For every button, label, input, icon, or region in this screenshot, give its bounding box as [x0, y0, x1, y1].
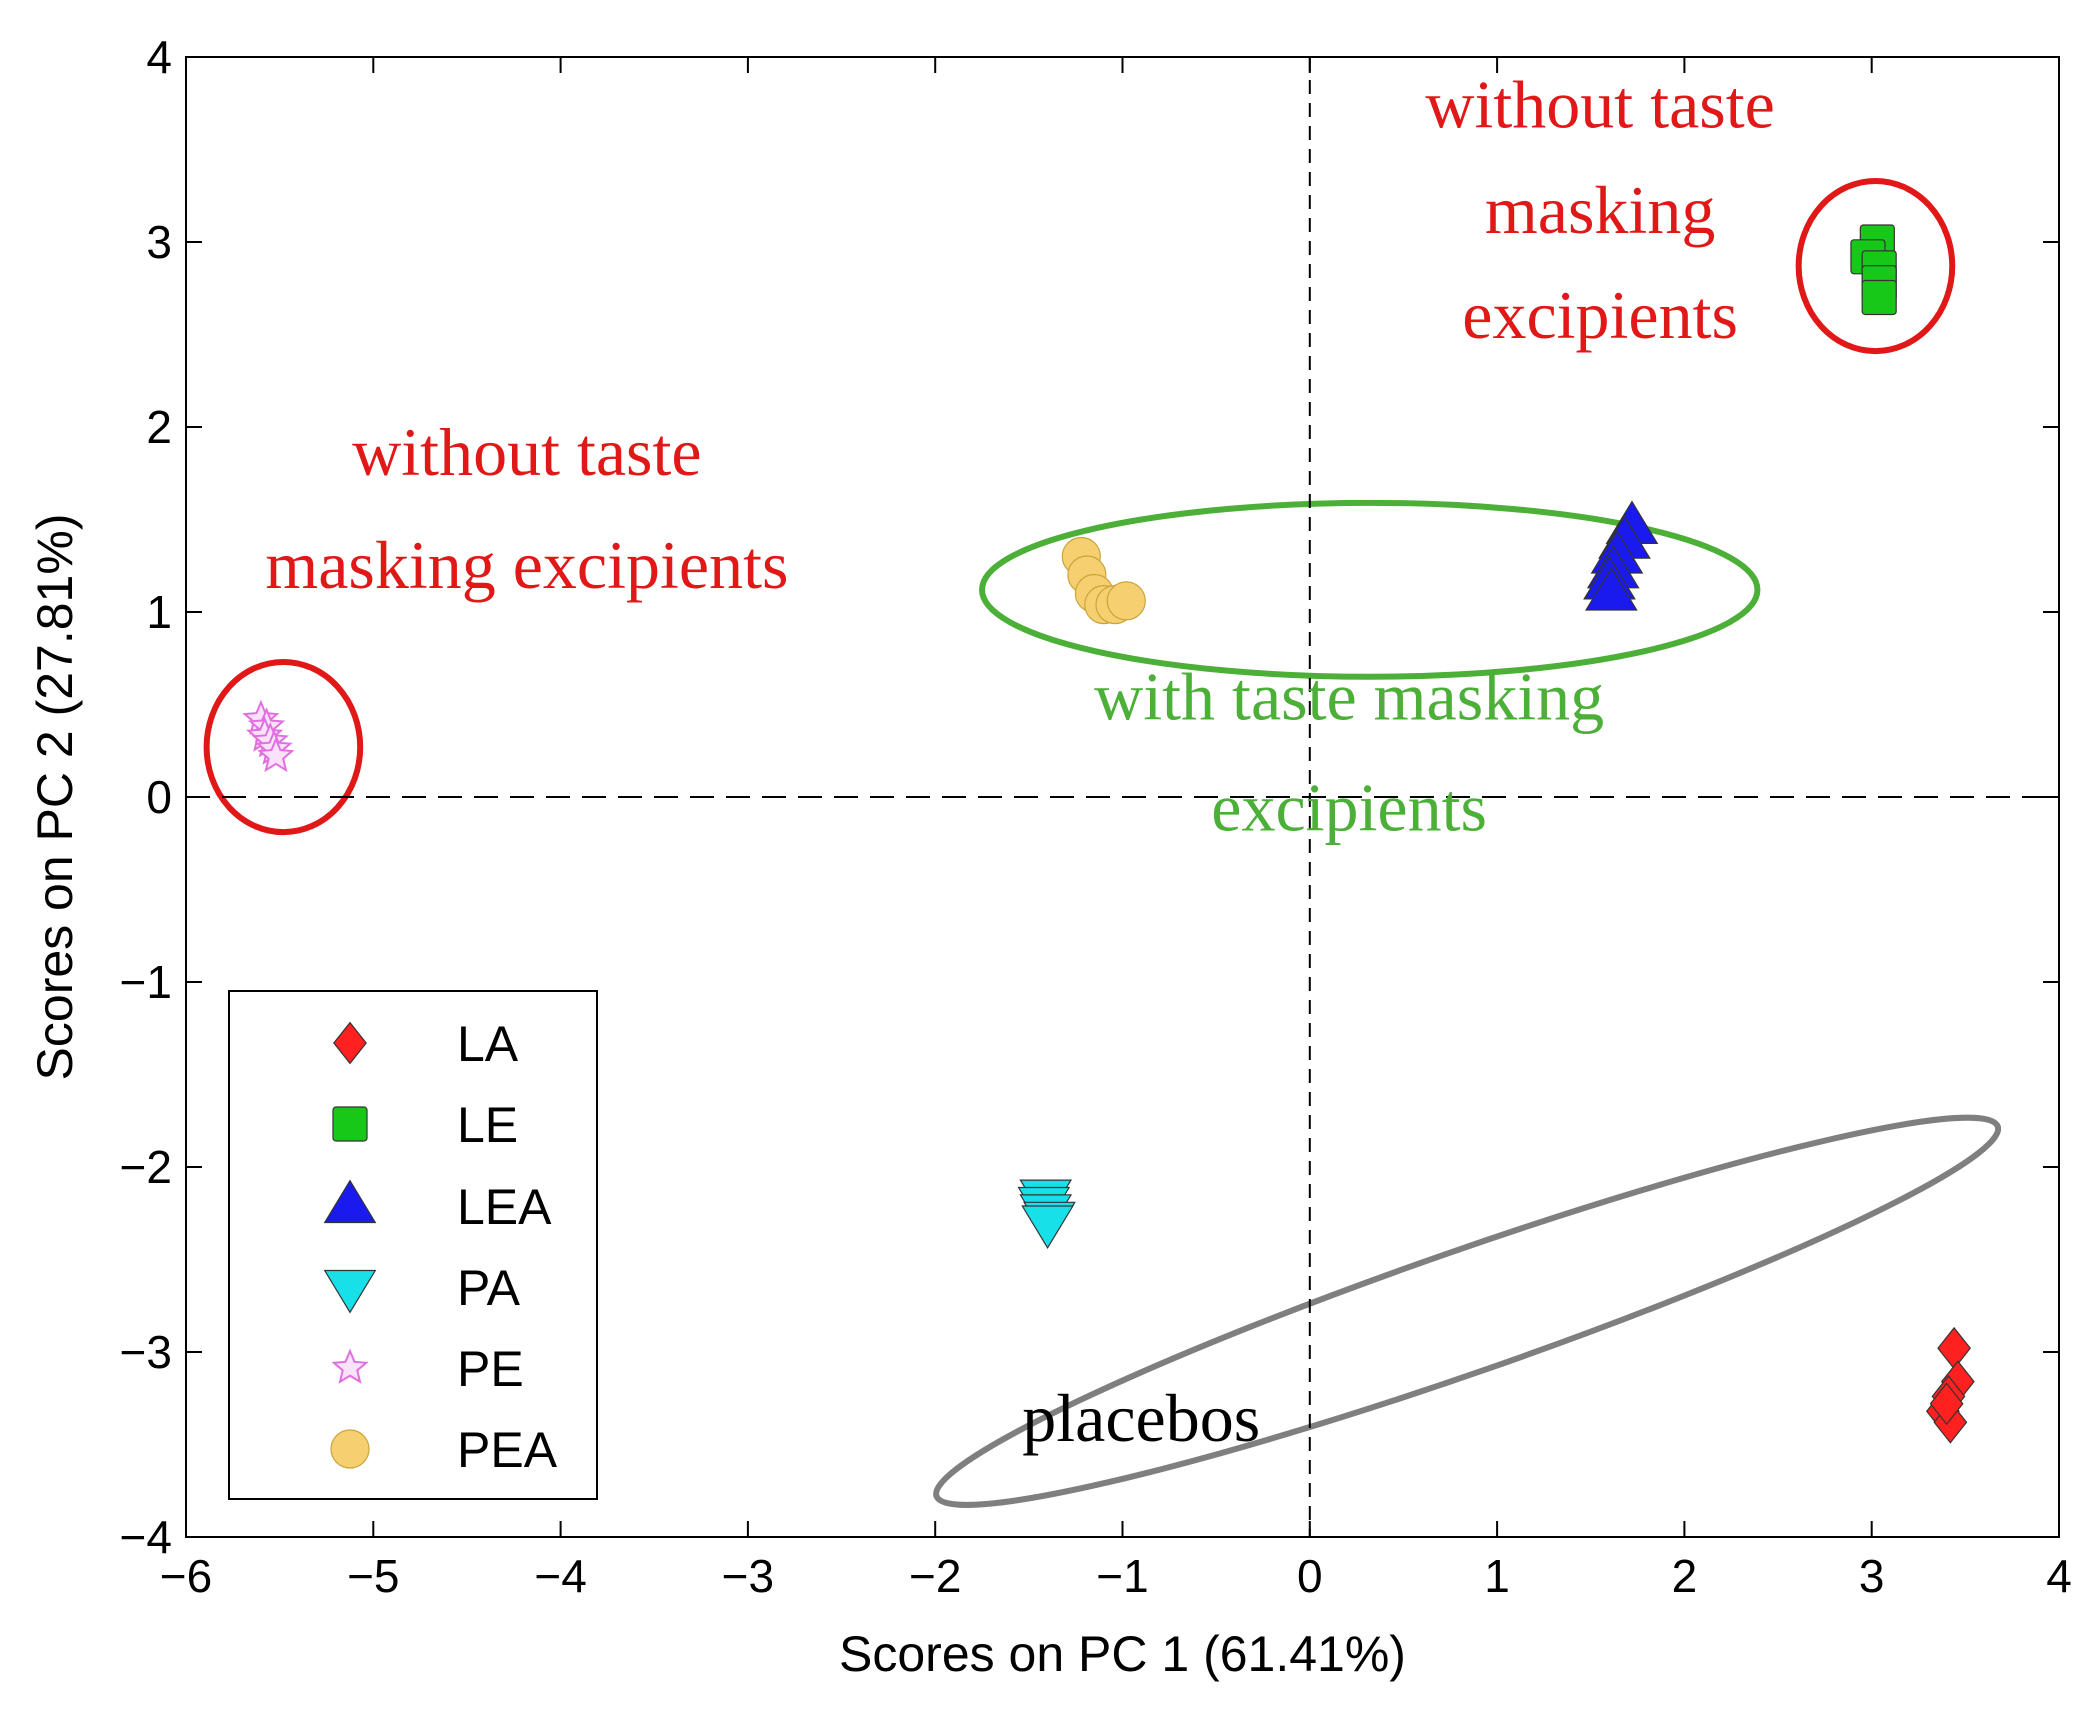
legend-marker-pa	[323, 1269, 377, 1314]
y-tick-label: −3	[120, 1326, 172, 1378]
x-tick-label: 4	[2046, 1550, 2072, 1602]
y-axis-label: Scores on PC 2 (27.81%)	[27, 514, 83, 1081]
legend-marker-la	[333, 1021, 367, 1065]
x-tick-label: −4	[534, 1550, 586, 1602]
annotation-placebos: placebos	[1022, 1380, 1260, 1456]
legend-item-pa: PA	[323, 1260, 521, 1316]
annotation-pe-line: masking excipients	[265, 527, 788, 603]
legend-marker-lea	[323, 1179, 377, 1224]
ellipse-pe	[203, 658, 364, 836]
legend-item-la: LA	[333, 1016, 519, 1072]
series-pea	[1061, 536, 1146, 625]
series-pe	[242, 699, 295, 773]
y-tick-label: −1	[120, 956, 172, 1008]
x-tick-label: −3	[722, 1550, 774, 1602]
x-axis-label: Scores on PC 1 (61.41%)	[839, 1626, 1406, 1682]
x-tick-label: −6	[160, 1550, 212, 1602]
point-pea	[1106, 581, 1146, 621]
y-tick-label: 0	[146, 771, 172, 823]
point-lea	[1584, 567, 1638, 611]
legend: LA LE LEA PA PE PEA	[228, 990, 598, 1500]
ellipse-placebos	[933, 1114, 2002, 1508]
legend-marker-le	[332, 1106, 368, 1142]
x-tick-label: −1	[1096, 1550, 1148, 1602]
data-points	[242, 224, 1975, 1444]
legend-label: LE	[457, 1097, 518, 1153]
legend-item-lea: LEA	[323, 1179, 552, 1235]
annotation-le-line: without taste	[1425, 66, 1774, 142]
annotation-taste-masked-line: with taste masking	[1094, 658, 1604, 734]
y-tick-label: 2	[146, 401, 172, 453]
x-tick-label: 3	[1859, 1550, 1885, 1602]
point-la	[1937, 1326, 1972, 1370]
legend-label: LA	[457, 1016, 519, 1072]
point-la	[1929, 1382, 1964, 1426]
x-tick-label: 1	[1484, 1550, 1510, 1602]
legend-label: PEA	[457, 1422, 558, 1478]
ellipse-taste-masked	[979, 499, 1761, 680]
x-tick-label: 2	[1672, 1550, 1698, 1602]
y-tick-label: 1	[146, 586, 172, 638]
annotation-taste-masked: with taste masking excipients	[1094, 658, 1604, 845]
legend-item-pe: PE	[331, 1341, 524, 1397]
annotation-placebos-line: placebos	[1022, 1380, 1260, 1456]
group-ellipses	[203, 177, 2002, 1508]
annotation-le: without taste masking excipients	[1425, 66, 1774, 353]
x-tick-label: −5	[347, 1550, 399, 1602]
reference-lines	[186, 57, 2059, 1537]
annotation-le-line: excipients	[1462, 277, 1738, 353]
axis-ticks: −6 −5 −4 −3 −2 −1 0 1 2 3 4 −4 −3 −2 −1 0 1 2 3 4	[120, 31, 2072, 1602]
series-la	[1925, 1326, 1975, 1444]
point-pe	[257, 736, 295, 773]
annotation-pe: without taste masking excipients	[265, 414, 788, 603]
legend-marker-pe	[331, 1348, 369, 1384]
annotation-le-line: masking	[1485, 172, 1715, 248]
point-pa	[1021, 1205, 1074, 1249]
x-tick-label: 0	[1297, 1550, 1323, 1602]
annotation-pe-line: without taste	[352, 414, 701, 490]
legend-box	[228, 990, 598, 1500]
y-tick-label: 4	[146, 31, 172, 83]
annotation-taste-masked-line: excipients	[1211, 769, 1487, 845]
legend-marker-pea	[330, 1429, 370, 1469]
y-tick-label: 3	[146, 216, 172, 268]
series-le	[1850, 224, 1897, 316]
legend-item-le: LE	[332, 1097, 518, 1153]
y-tick-label: −4	[120, 1511, 172, 1563]
legend-label: PA	[457, 1260, 521, 1316]
legend-item-pea: PEA	[330, 1422, 558, 1478]
series-pa	[1017, 1179, 1076, 1249]
legend-label: PE	[457, 1341, 524, 1397]
y-tick-label: −2	[120, 1141, 172, 1193]
legend-label: LEA	[457, 1179, 552, 1235]
ellipse-le	[1795, 177, 1956, 355]
point-le	[1861, 279, 1897, 316]
series-lea	[1583, 500, 1659, 611]
x-tick-label: −2	[909, 1550, 961, 1602]
